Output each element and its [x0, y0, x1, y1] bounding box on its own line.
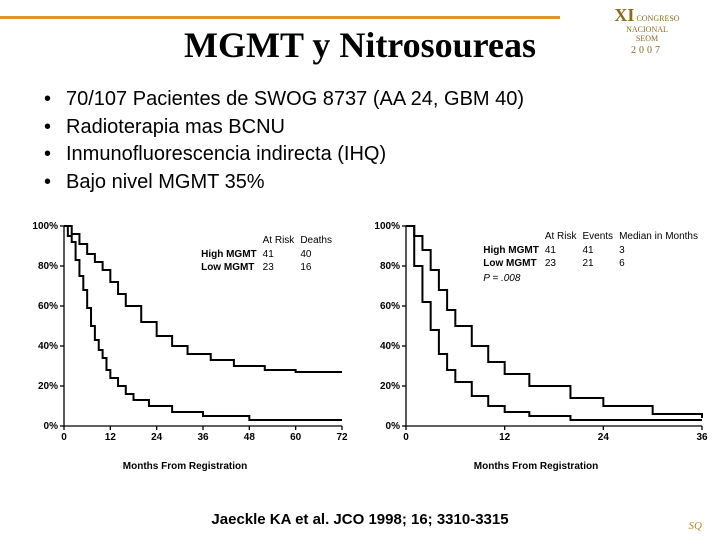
svg-text:36: 36 — [696, 432, 708, 443]
legend-cell: Median in Months — [619, 230, 704, 244]
svg-text:24: 24 — [151, 432, 163, 443]
svg-text:40%: 40% — [380, 341, 400, 352]
svg-text:80%: 80% — [38, 261, 58, 272]
legend-cell: 23 — [545, 257, 583, 270]
legend-pvalue: P = .008 — [483, 270, 704, 285]
bullet-item: Radioterapia mas BCNU — [44, 114, 664, 142]
legend-cell: Deaths — [300, 234, 338, 248]
svg-text:80%: 80% — [380, 261, 400, 272]
x-axis-label: Months From Registration — [20, 461, 350, 472]
legend-cell: 41 — [545, 244, 583, 257]
bullet-item: Bajo nivel MGMT 35% — [44, 169, 664, 197]
svg-text:0: 0 — [403, 432, 409, 443]
legend-cell: High MGMT — [201, 248, 263, 261]
svg-text:0%: 0% — [386, 421, 401, 432]
citation-text: Jaeckle KA et al. JCO 1998; 16; 3310-331… — [0, 511, 720, 528]
legend-cell: 21 — [582, 257, 619, 270]
x-axis-label: Months From Registration — [362, 461, 710, 472]
survival-chart-left: 0% 20% 40% 60% 80% 100% 0 12 24 36 48 60 72 At Risk … — [20, 216, 350, 474]
svg-text:60: 60 — [290, 432, 302, 443]
chart-right-legend: At Risk Events Median in Months High MGM… — [483, 230, 704, 285]
svg-text:72: 72 — [336, 432, 348, 443]
legend-cell — [201, 234, 263, 248]
survival-chart-right: 0% 20% 40% 60% 80% 100% 0 12 24 36 At Risk Events… — [362, 216, 710, 474]
svg-text:100%: 100% — [32, 221, 58, 232]
bullet-item: Inmunofluorescencia indirecta (IHQ) — [44, 141, 664, 169]
svg-text:48: 48 — [244, 432, 256, 443]
svg-text:60%: 60% — [38, 301, 58, 312]
svg-text:12: 12 — [105, 432, 117, 443]
footer-logo: SQ — [689, 520, 702, 532]
legend-cell: 41 — [582, 244, 619, 257]
bullet-list: 70/107 Pacientes de SWOG 8737 (AA 24, GB… — [44, 86, 664, 196]
legend-cell: 23 — [263, 261, 301, 274]
legend-cell: At Risk — [263, 234, 301, 248]
legend-cell: High MGMT — [483, 244, 545, 257]
legend-cell: 6 — [619, 257, 704, 270]
svg-text:24: 24 — [598, 432, 610, 443]
svg-text:100%: 100% — [374, 221, 400, 232]
header-rule — [0, 16, 560, 19]
svg-text:20%: 20% — [380, 381, 400, 392]
svg-text:60%: 60% — [380, 301, 400, 312]
logo-congreso: CONGRESO — [636, 14, 679, 23]
legend-cell: Low MGMT — [201, 261, 263, 274]
bullet-item: 70/107 Pacientes de SWOG 8737 (AA 24, GB… — [44, 86, 664, 114]
legend-cell: Events — [582, 230, 619, 244]
svg-text:12: 12 — [499, 432, 511, 443]
logo-xi: XI — [614, 5, 634, 25]
legend-cell: 16 — [300, 261, 338, 274]
svg-text:40%: 40% — [38, 341, 58, 352]
page-title: MGMT y Nitrosoureas — [0, 24, 720, 66]
legend-cell — [483, 230, 545, 244]
legend-cell: At Risk — [545, 230, 583, 244]
legend-cell: 3 — [619, 244, 704, 257]
legend-cell: 41 — [263, 248, 301, 261]
charts-row: 0%20%40%60%80%100%0122436486072 At Risk … — [20, 216, 710, 474]
svg-text:0%: 0% — [44, 421, 59, 432]
legend-cell: Low MGMT — [483, 257, 545, 270]
svg-text:36: 36 — [197, 432, 209, 443]
svg-text:20%: 20% — [38, 381, 58, 392]
chart-left-legend: At Risk Deaths High MGMT 41 40 Low MGMT … — [201, 234, 338, 274]
legend-cell: 40 — [300, 248, 338, 261]
svg-text:0: 0 — [61, 432, 67, 443]
